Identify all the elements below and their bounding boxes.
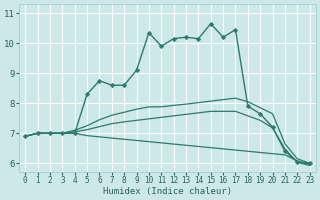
X-axis label: Humidex (Indice chaleur): Humidex (Indice chaleur) <box>103 187 232 196</box>
